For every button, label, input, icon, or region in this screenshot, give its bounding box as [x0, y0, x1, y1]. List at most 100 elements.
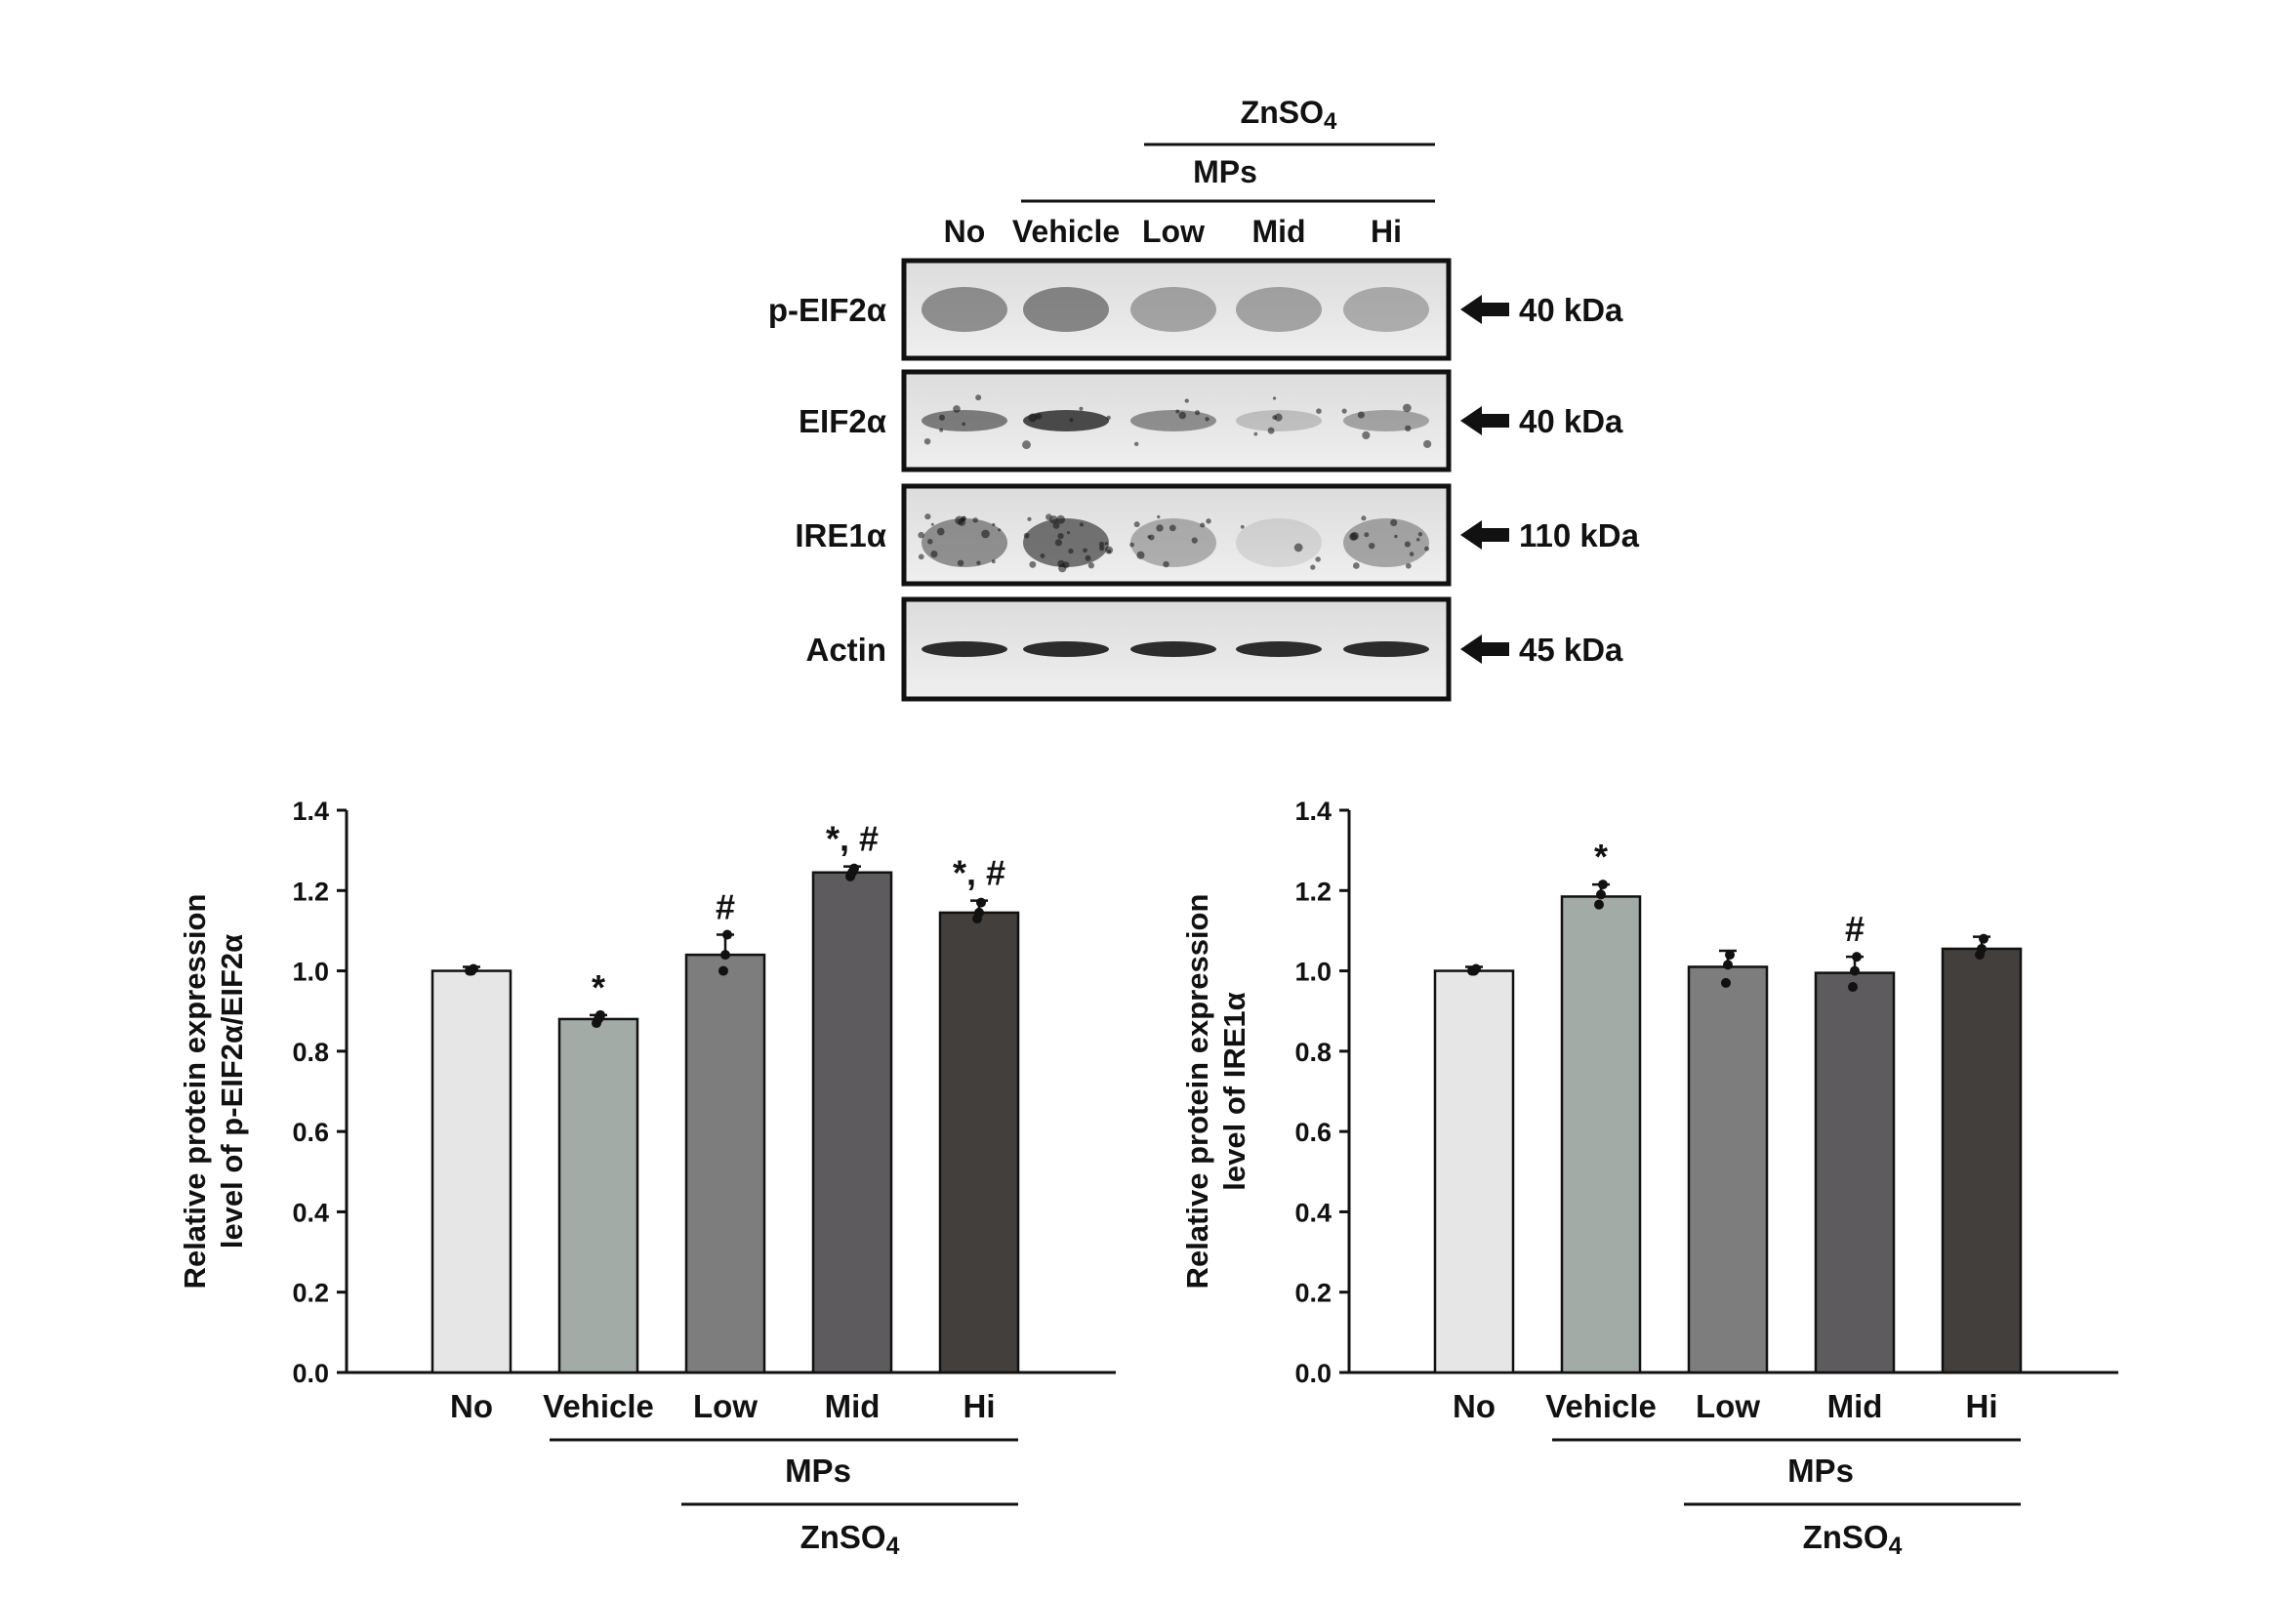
x-tick-label: Mid	[1827, 1388, 1883, 1424]
blot-row: IRE1α 110 kDa	[795, 483, 1640, 587]
data-point	[1850, 965, 1860, 976]
blot-speckle	[1168, 524, 1176, 532]
blot-speckle	[1087, 562, 1094, 569]
blot-band	[1236, 287, 1322, 332]
blot-speckle	[1405, 425, 1412, 432]
blot-speckle	[975, 394, 982, 401]
blot-speckle	[1357, 411, 1365, 419]
blot-speckle	[1310, 564, 1316, 570]
group-mps-label: MPs	[1787, 1453, 1854, 1489]
y-axis-label-line: Relative protein expression	[178, 894, 212, 1290]
blot-row: EIF2α 40 kDa	[799, 369, 1623, 472]
data-point	[849, 863, 859, 874]
blot-lane-label: Mid	[1251, 214, 1305, 249]
blot-kda-label: 45 kDa	[1519, 632, 1623, 668]
blot-header-znso4: ZnSO4	[1241, 95, 1337, 135]
x-tick-label: No	[450, 1388, 493, 1424]
blot-speckle	[1129, 542, 1134, 548]
data-point	[1852, 952, 1862, 962]
blot-band	[922, 410, 1007, 431]
y-tick-label: 0.0	[1294, 1359, 1332, 1388]
bar	[1560, 895, 1642, 1374]
blot-speckle	[1029, 560, 1037, 568]
blot-band	[1023, 287, 1109, 332]
y-tick-label: 0.8	[292, 1038, 329, 1067]
blot-speckle	[1023, 532, 1030, 539]
bar	[1814, 971, 1896, 1374]
blot-arrow-icon	[1460, 520, 1509, 550]
y-tick-label: 1.0	[292, 958, 329, 987]
data-point	[1848, 982, 1858, 993]
blot-speckle	[1195, 410, 1201, 416]
chart-p-eif2a: Relative protein expression level of p-EI…	[178, 797, 1116, 1560]
x-tick-label: Hi	[964, 1388, 996, 1424]
blot-speckle	[1405, 562, 1412, 569]
bar	[684, 953, 766, 1374]
blot-speckle	[1099, 545, 1105, 552]
blot-speckle	[1083, 548, 1087, 553]
blot-speckle	[1035, 413, 1043, 420]
data-point	[1596, 889, 1606, 900]
data-point	[469, 963, 478, 974]
data-point	[974, 907, 984, 918]
bar	[1687, 965, 1769, 1374]
blot-membrane	[901, 258, 1452, 361]
blot-band	[1343, 641, 1429, 657]
blot-speckle	[1200, 522, 1206, 528]
y-tick-label: 0.2	[1294, 1279, 1332, 1308]
blot-speckle	[1394, 534, 1398, 539]
blot-speckle	[998, 528, 1002, 532]
data-point	[1471, 963, 1481, 974]
blot-speckle	[1046, 513, 1052, 520]
blot-band	[1023, 641, 1109, 657]
significance-label: #	[716, 887, 735, 927]
blot-lane-label: Vehicle	[1012, 214, 1120, 249]
blot-speckle	[1136, 551, 1145, 559]
blot-speckle	[1390, 518, 1398, 527]
blot-speckle	[930, 551, 938, 558]
group-znso4-label: ZnSO4	[800, 1519, 900, 1560]
blot-protein-label: IRE1α	[795, 517, 886, 553]
blot-band	[1130, 518, 1216, 567]
y-axis-label-line: level of p-EIF2α/EIF2α	[215, 934, 249, 1249]
blot-speckle	[1107, 549, 1112, 553]
y-tick-label: 0.2	[292, 1279, 329, 1308]
blot-kda-label: 40 kDa	[1519, 403, 1623, 439]
blot-speckle	[1079, 522, 1085, 527]
blot-speckle	[930, 522, 934, 526]
y-tick-label: 0.8	[1294, 1038, 1332, 1067]
y-tick-label: 1.2	[292, 877, 329, 906]
blot-speckle	[1415, 537, 1420, 542]
blot-speckle	[1364, 532, 1370, 538]
blot-band	[1130, 641, 1216, 657]
data-point	[1977, 943, 1987, 954]
blot-speckle	[938, 414, 945, 421]
blot-speckle	[1066, 531, 1071, 535]
data-point	[1723, 960, 1733, 970]
blot-speckle	[1184, 398, 1189, 403]
blot-lane-label: Hi	[1371, 214, 1402, 249]
blot-speckle	[962, 422, 965, 427]
blot-speckle	[1369, 542, 1375, 550]
blot-speckle	[1361, 515, 1367, 521]
blot-speckle	[1163, 560, 1169, 568]
blot-row: Actin 45 kDa	[806, 596, 1623, 702]
blot-speckle	[981, 529, 990, 539]
blot-band	[1236, 641, 1322, 657]
y-tick-label: 1.4	[1294, 797, 1332, 826]
data-point	[595, 1009, 605, 1020]
bar	[1941, 947, 2023, 1374]
blot-speckle	[1057, 559, 1065, 568]
blot-speckle	[1274, 413, 1283, 422]
x-tick-label: Low	[693, 1388, 758, 1424]
blot-speckle	[1068, 548, 1074, 554]
x-tick-label: Vehicle	[543, 1388, 654, 1424]
blot-header-mps: MPs	[1193, 154, 1257, 189]
blot-speckle	[953, 405, 961, 413]
blot-arrow-icon	[1460, 295, 1509, 324]
blot-speckle	[1315, 556, 1321, 562]
data-point	[1598, 880, 1608, 890]
blot-speckle	[957, 559, 964, 567]
blot-protein-label: Actin	[806, 632, 887, 668]
